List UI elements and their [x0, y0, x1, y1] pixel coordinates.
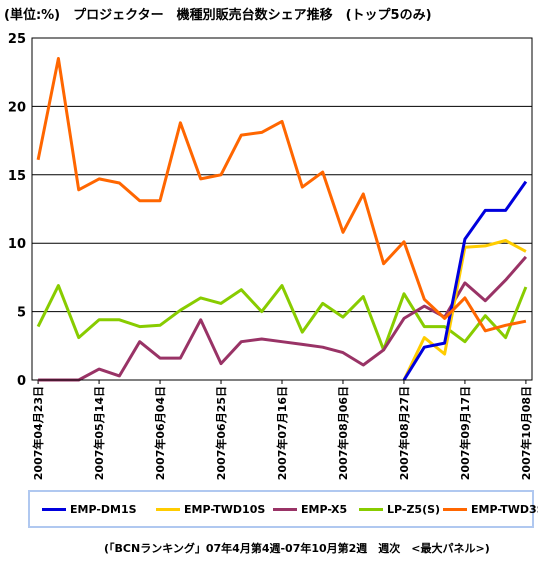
legend-label: EMP-DM1S	[70, 502, 137, 516]
legend-swatch	[273, 507, 297, 511]
series-line-lp-z5-s	[36, 284, 528, 352]
legend-label: EMP-X5	[301, 502, 348, 516]
x-tick-label: 2007年07月16日	[275, 386, 289, 480]
x-tick-label: 2007年06月04日	[153, 386, 167, 480]
legend-item: EMP-DM1S	[42, 502, 137, 516]
y-tick-label: 20	[8, 100, 26, 115]
y-tick-label: 10	[8, 237, 26, 252]
x-tick-label: 2007年10月08日	[519, 386, 533, 480]
legend-item: EMP-TWD3SP	[443, 502, 538, 516]
y-axis-ticks: 0 5 10 15 20 25	[8, 32, 26, 389]
legend-item: LP-Z5(S)	[359, 502, 440, 516]
x-tick-label: 2007年08月06日	[336, 386, 350, 480]
x-tick-label: 2007年09月17日	[458, 386, 472, 480]
chart-title: (単位:%) プロジェクター 機種別販売台数シェア推移 (トップ5のみ)	[4, 8, 432, 23]
series-line-emp-dm1s	[402, 180, 528, 381]
legend-swatch	[156, 507, 180, 511]
x-tick-label: 2007年04月23日	[31, 386, 45, 480]
x-tick-label: 2007年05月14日	[92, 386, 106, 480]
y-tick-label: 5	[17, 306, 26, 321]
series-line-emp-twd3sp	[36, 57, 527, 333]
legend-label: LP-Z5(S)	[387, 502, 441, 516]
y-tick-label: 0	[17, 374, 26, 389]
source-note: (「BCNランキング」07年4月第4週-07年10月第2週 週次 <最大パネル>…	[104, 542, 490, 555]
x-tick-label: 2007年08月27日	[397, 386, 411, 480]
legend-swatch	[359, 507, 383, 511]
legend-item: EMP-TWD10S	[156, 502, 265, 516]
legend-label: EMP-TWD3SP	[471, 502, 538, 516]
x-tick-label: 2007年06月25日	[214, 386, 228, 480]
y-tick-label: 25	[8, 32, 26, 47]
legend-swatch	[42, 507, 66, 511]
line-chart: 0 5 10 15 20 25 2007年04月23日 2007年05月14日 2007年06…	[8, 32, 533, 480]
x-axis-ticks: 2007年04月23日 2007年05月14日 2007年06月04日 2007年06…	[31, 380, 533, 480]
series-lines	[36, 57, 528, 382]
legend-label: EMP-TWD10S	[184, 502, 266, 516]
series-line-emp-twd10s	[402, 239, 527, 381]
y-tick-label: 15	[8, 169, 26, 184]
plot-frame	[31, 37, 533, 381]
legend: EMP-DM1S EMP-TWD10S EMP-X5 LP-Z5(S) EMP-TWD3…	[28, 490, 538, 528]
legend-item: EMP-X5	[273, 502, 347, 516]
legend-swatch	[443, 507, 467, 511]
